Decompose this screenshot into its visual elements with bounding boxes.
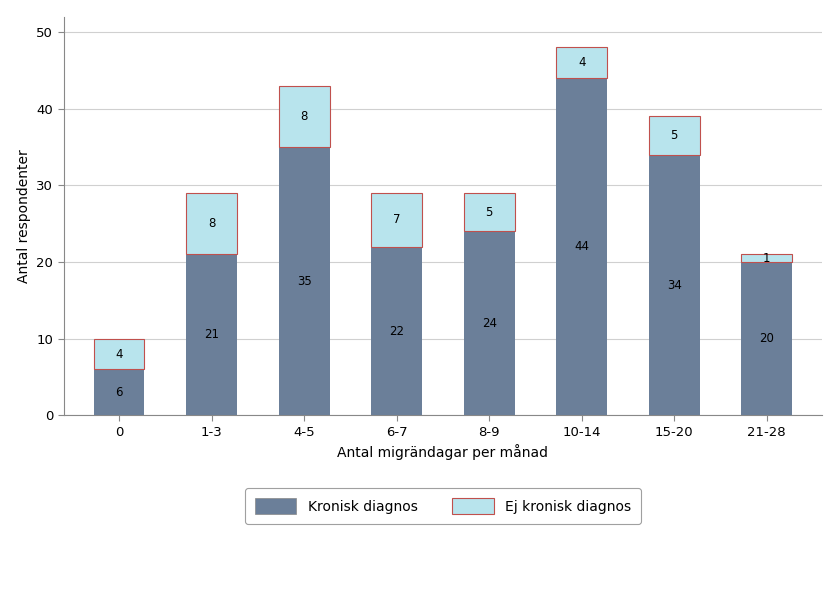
Text: 24: 24 — [482, 317, 497, 330]
Text: 35: 35 — [297, 275, 311, 288]
Bar — [464, 193, 514, 231]
Bar — [94, 339, 144, 370]
Text: 7: 7 — [393, 214, 400, 227]
Bar — [186, 254, 237, 416]
Bar — [371, 193, 422, 247]
Text: 5: 5 — [486, 206, 492, 219]
Bar — [649, 155, 700, 416]
Text: 4: 4 — [578, 56, 586, 69]
Text: 34: 34 — [667, 279, 682, 292]
Text: 4: 4 — [115, 348, 122, 360]
Text: 20: 20 — [759, 332, 774, 345]
Y-axis label: Antal respondenter: Antal respondenter — [17, 149, 31, 283]
Text: 44: 44 — [574, 240, 589, 253]
Bar — [742, 254, 792, 262]
Text: 8: 8 — [300, 110, 308, 123]
Bar — [556, 47, 607, 78]
Bar — [556, 78, 607, 416]
Text: 1: 1 — [763, 252, 770, 265]
Bar — [742, 262, 792, 416]
Bar — [279, 86, 330, 147]
Bar — [464, 231, 514, 416]
Bar — [186, 193, 237, 254]
Bar — [279, 147, 330, 416]
Bar — [649, 117, 700, 155]
Text: 6: 6 — [115, 386, 122, 399]
Bar — [94, 370, 144, 416]
Text: 5: 5 — [670, 129, 678, 142]
Text: 8: 8 — [208, 217, 216, 230]
X-axis label: Antal migrändagar per månad: Antal migrändagar per månad — [337, 445, 549, 460]
Text: 21: 21 — [204, 328, 219, 341]
Text: 22: 22 — [389, 325, 404, 338]
Legend: Kronisk diagnos, Ej kronisk diagnos: Kronisk diagnos, Ej kronisk diagnos — [245, 488, 641, 524]
Bar — [371, 247, 422, 416]
